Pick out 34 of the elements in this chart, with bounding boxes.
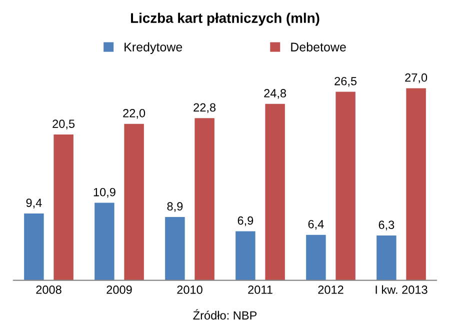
x-tick-label: 2008 [36,286,62,294]
data-label: 6,3 [378,220,394,230]
data-label: 6,4 [308,220,324,230]
bar [124,124,144,280]
bar [54,134,74,280]
data-label: 22,8 [194,103,216,114]
bar [376,236,396,280]
bar [336,92,356,280]
bar [406,88,426,280]
data-label: 24,8 [264,89,286,99]
chart-title: Liczba kart płatniczych (mln) [131,12,320,26]
data-label: 8,9 [167,202,183,212]
data-label: 6,9 [238,216,254,226]
x-tick-label: 2009 [106,286,132,294]
bar [265,104,285,280]
data-label: 10,9 [94,188,116,198]
data-label: 20,5 [52,120,75,130]
text: Źródło: NBP [193,309,257,320]
data-label: 26,5 [334,76,357,87]
bar [236,231,256,280]
bar [24,213,44,280]
data-label: 27,0 [405,73,428,84]
legend-label: Debetowe [291,42,346,52]
bar [194,118,214,280]
bar [94,202,114,280]
x-tick-label: 2010 [177,286,202,294]
data-label: 9,4 [26,198,42,208]
bar [306,234,326,280]
x-tick-label: 2011 [248,286,272,294]
bar [165,217,185,280]
x-tick-label: 2012 [318,286,344,294]
legend-label: Kredytowe [124,42,182,54]
data-label: 22,0 [123,108,146,119]
x-tick-label: I kw. 2013 [376,285,428,294]
